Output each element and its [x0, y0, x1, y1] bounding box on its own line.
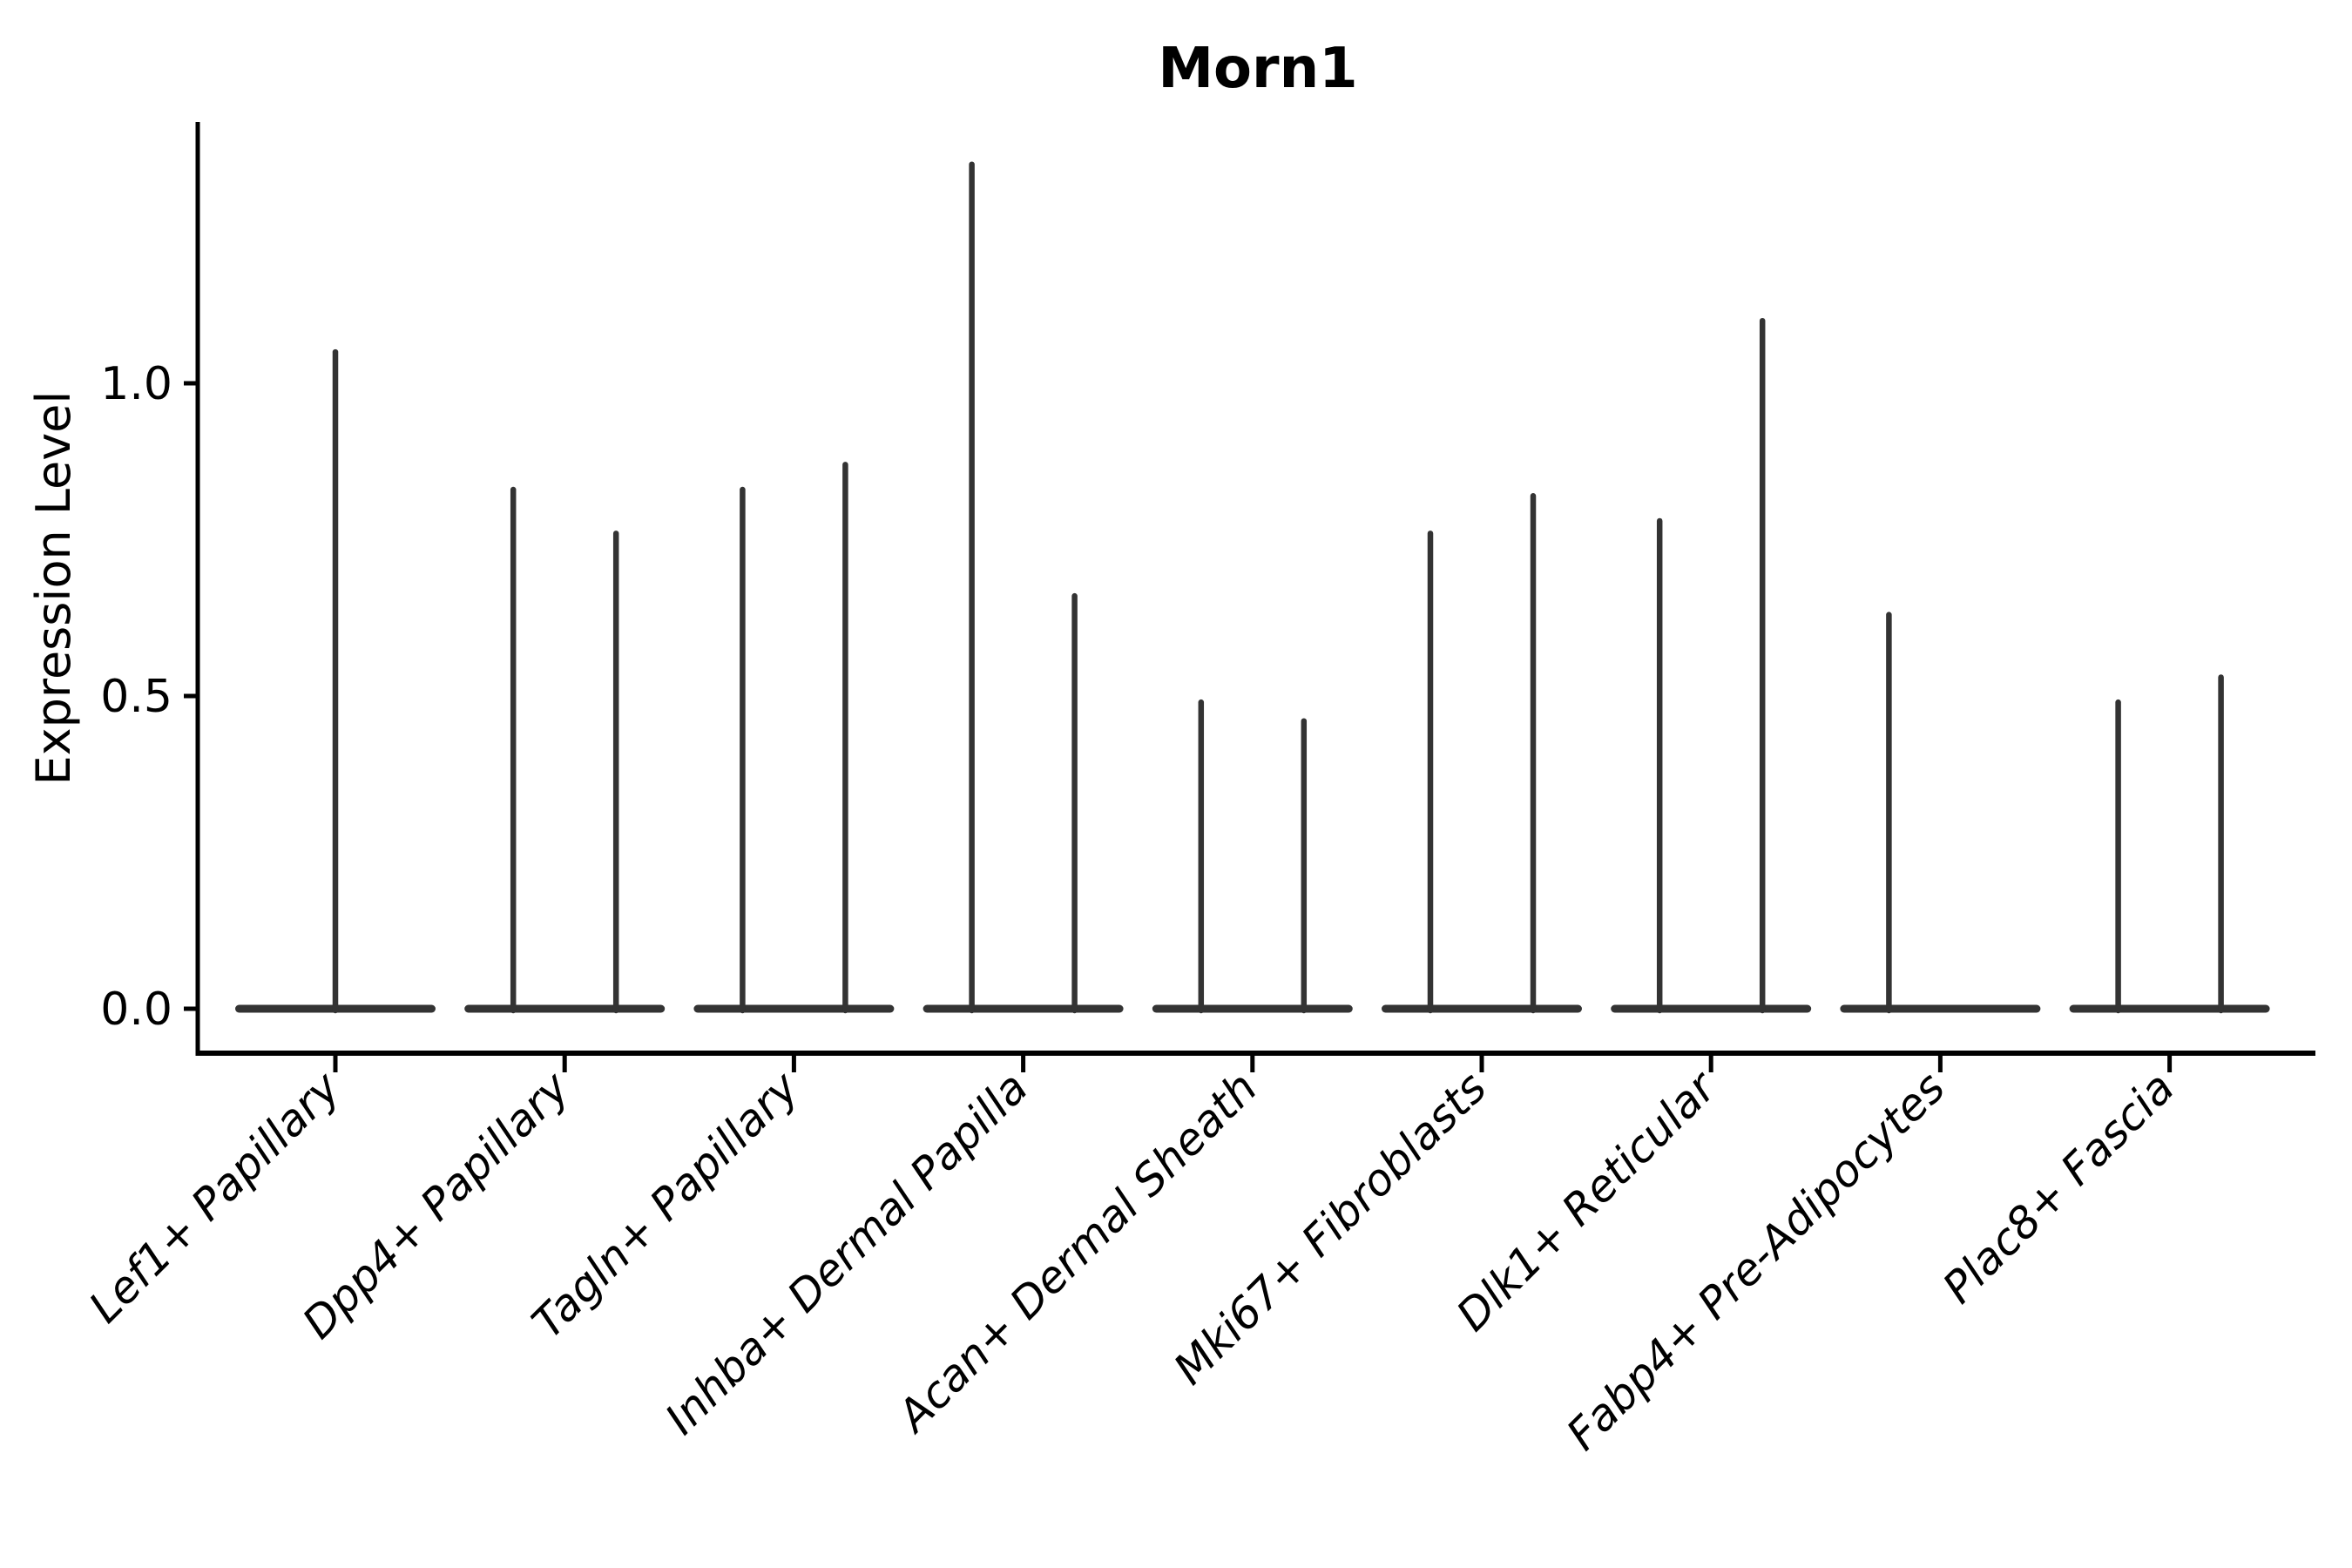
x-category-label: Acan+ Dermal Sheath [886, 1062, 1267, 1443]
violin-base [1382, 1004, 1582, 1013]
x-category-label: Lef1+ Papillary [79, 1061, 350, 1332]
violin-base [693, 1004, 895, 1013]
violin-base [1611, 1004, 1812, 1013]
x-category-label: Inhba+ Dermal Papilla [656, 1062, 1037, 1443]
violin-base [923, 1004, 1124, 1013]
y-axis-label: Expression Level [26, 391, 81, 786]
y-tick-label: 1.0 [100, 358, 172, 410]
x-category-label: Fabp4+ Pre-Adipocytes [1557, 1062, 1955, 1460]
violin-base [1152, 1004, 1353, 1013]
y-tick-label: 0.5 [100, 671, 172, 723]
chart-title: Morn1 [1158, 37, 1357, 101]
y-tick-label: 0.0 [100, 983, 172, 1036]
violin-base [2069, 1004, 2270, 1013]
x-category-label: Plac8+ Fascia [1933, 1062, 2184, 1313]
violin-base [1840, 1004, 2041, 1013]
violins-layer [235, 161, 2270, 1014]
axes-layer [184, 122, 2315, 1072]
violin-base [464, 1004, 666, 1013]
